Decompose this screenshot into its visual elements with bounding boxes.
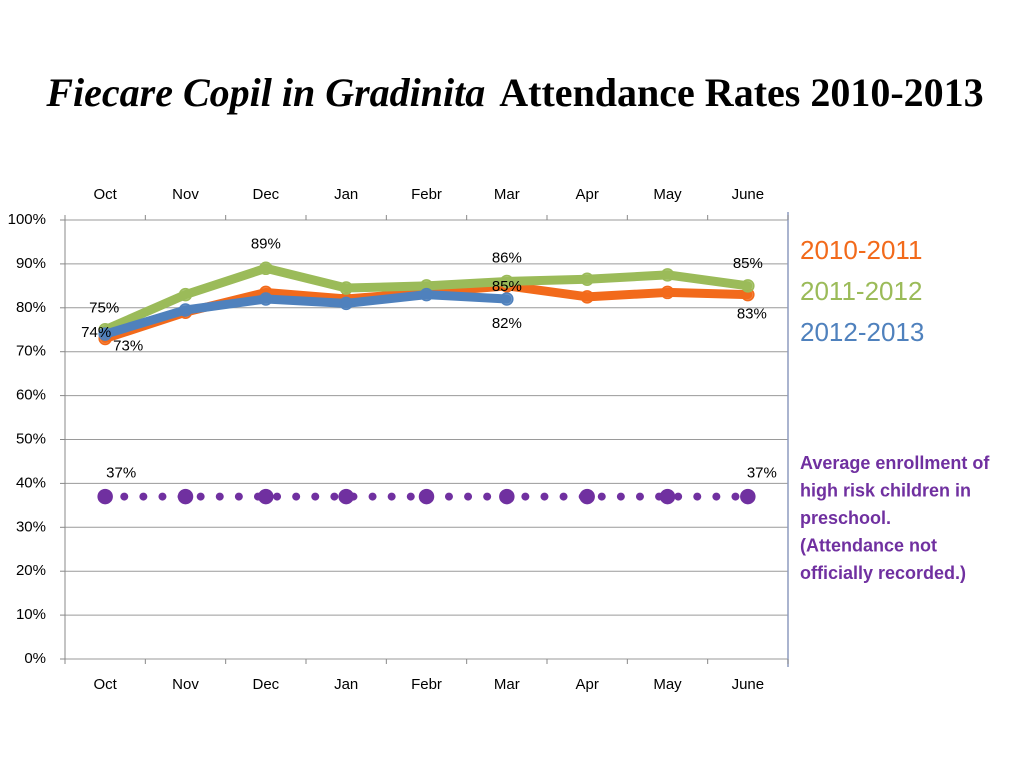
y-tick-label: 30% [16,518,46,535]
annotation: officially recorded.) [800,563,966,583]
annotation: high risk children in [800,480,971,500]
point [419,287,434,302]
point [339,296,353,311]
point [579,488,595,505]
x-tick-label: Nov [172,676,199,693]
annotation: preschool. [800,508,891,528]
y-tick-label: 100% [8,211,46,228]
x-tick-label-top: Mar [494,186,520,203]
data-label: 37% [106,465,136,482]
point [580,272,594,287]
legend-entry: 2012-2013 [800,317,924,347]
legend-entry: 2011-2012 [800,276,922,306]
legend-entry: 2010-2011 [800,235,922,265]
data-label: 82% [492,315,522,332]
chart-title: Fiecare Copil in Gradinita Attendance Rat… [45,70,983,115]
title-rest: Attendance Rates 2010-2013 [499,70,983,115]
point [97,488,113,505]
point [418,488,435,505]
point [178,303,193,317]
x-tick-label-top: Dec [252,186,279,203]
data-label: 73% [113,337,143,354]
x-tick-label: Jan [334,676,358,693]
point [659,488,676,505]
data-label: 85% [492,278,522,295]
x-tick-label: Febr [411,676,442,693]
x-tick-label: Oct [93,676,117,693]
point [178,287,193,302]
data-label: 86% [492,249,522,266]
data-label: 85% [733,255,763,272]
annotation: Average enrollment of [800,453,990,473]
point [660,268,675,282]
data-label: 37% [747,465,777,482]
point [259,292,273,306]
y-tick-label: 20% [16,562,46,579]
x-tick-label-top: Febr [411,186,442,203]
point [177,488,194,505]
data-label: 89% [251,235,281,252]
y-tick-label: 10% [16,606,46,623]
point [258,488,274,505]
y-tick-label: 50% [16,430,46,447]
point [500,292,514,306]
data-label: 83% [737,306,767,323]
point [740,488,756,505]
x-tick-label-top: Oct [93,186,117,203]
x-tick-label-top: Nov [172,186,199,203]
data-label: 74% [81,324,111,341]
x-tick-label-top: June [732,186,765,203]
x-tick-label-top: Apr [575,186,598,203]
x-tick-label: Mar [494,676,520,693]
point [259,261,273,276]
series-line [100,290,512,339]
y-tick-label: 80% [16,299,46,316]
annotation: (Attendance not [800,535,937,555]
x-tick-label-top: Jan [334,186,358,203]
x-tick-label: Dec [252,676,279,693]
point [741,279,755,293]
x-tick-label: Apr [575,676,598,693]
y-tick-label: 40% [16,474,46,491]
x-tick-label: June [732,676,765,693]
x-tick-label-top: May [653,186,682,203]
y-tick-label: 70% [16,343,46,360]
point [98,327,112,341]
y-tick-label: 60% [16,387,46,404]
y-tick-label: 90% [16,255,46,272]
data-label: 75% [89,300,119,317]
point [338,488,354,505]
y-tick-label: 0% [24,650,46,667]
point [339,281,353,295]
point [580,290,594,304]
x-tick-label: May [653,676,682,693]
point [499,488,515,505]
point [500,274,514,289]
point [660,285,675,300]
title-italic: Fiecare Copil in Gradinita [45,70,485,115]
